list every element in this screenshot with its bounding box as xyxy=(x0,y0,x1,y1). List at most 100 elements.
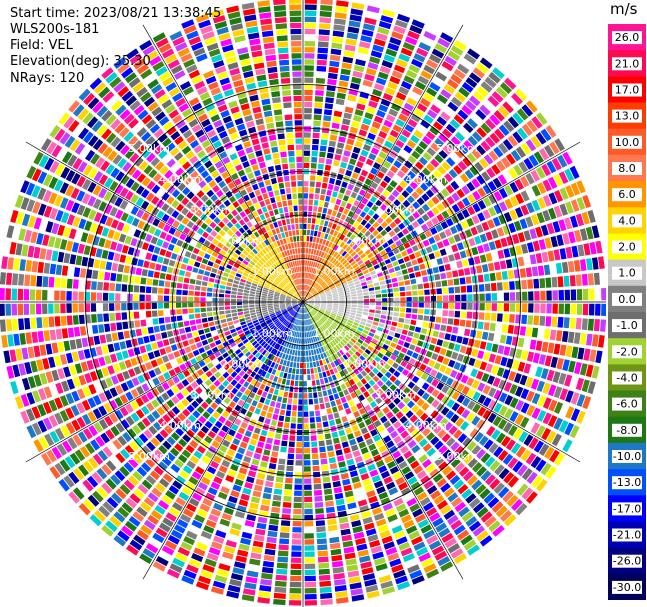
range-gate xyxy=(312,291,317,295)
range-gate xyxy=(164,316,171,323)
range-gate xyxy=(540,224,549,236)
range-gate xyxy=(198,347,205,354)
range-gate xyxy=(295,454,303,460)
range-gate xyxy=(192,247,200,255)
range-gate xyxy=(433,99,445,109)
range-gate xyxy=(343,150,351,157)
range-gate xyxy=(195,318,202,324)
range-gate xyxy=(282,508,291,514)
range-gate xyxy=(325,506,335,513)
range-gate xyxy=(252,413,259,421)
range-gate xyxy=(138,433,149,444)
range-gate xyxy=(39,344,47,356)
range-gate xyxy=(285,299,291,301)
range-gate xyxy=(292,296,298,300)
range-gate xyxy=(331,289,337,293)
range-gate xyxy=(176,309,182,315)
range-gate xyxy=(581,273,588,286)
range-gate xyxy=(158,550,172,561)
range-gate xyxy=(192,410,201,419)
range-gate xyxy=(411,259,418,266)
range-gate xyxy=(310,175,316,181)
range-gate xyxy=(200,440,210,449)
range-gate xyxy=(175,496,187,507)
range-gate xyxy=(243,381,250,388)
range-gate xyxy=(411,220,420,229)
range-gate xyxy=(251,283,258,287)
range-gate xyxy=(207,430,216,439)
range-gate xyxy=(260,363,267,370)
range-gate xyxy=(304,307,307,313)
range-gate xyxy=(489,114,501,126)
range-gate xyxy=(296,362,300,368)
range-gate xyxy=(398,53,411,63)
range-gate xyxy=(105,478,117,490)
range-gate xyxy=(166,452,176,462)
range-gate xyxy=(54,303,60,314)
range-gate xyxy=(438,149,448,159)
range-gate xyxy=(314,305,320,308)
range-gate xyxy=(245,283,251,288)
range-gate xyxy=(282,290,288,294)
range-gate xyxy=(372,221,380,229)
range-gate xyxy=(290,575,302,582)
range-gate xyxy=(439,177,449,187)
range-gate xyxy=(368,363,375,370)
range-gate xyxy=(320,232,325,239)
range-gate xyxy=(386,170,395,179)
range-gate xyxy=(517,464,528,477)
range-gate xyxy=(412,385,420,393)
range-gate xyxy=(282,502,292,508)
range-gate xyxy=(517,337,525,348)
range-gate xyxy=(373,176,382,185)
range-gate xyxy=(151,287,158,294)
range-gate xyxy=(294,306,299,310)
range-gate xyxy=(354,109,364,117)
range-gate xyxy=(462,437,472,448)
range-gate xyxy=(294,337,298,344)
range-gate xyxy=(521,487,534,500)
range-gate xyxy=(67,437,78,450)
range-gate xyxy=(25,332,33,344)
range-gate xyxy=(498,201,508,212)
range-gate xyxy=(369,127,379,135)
range-gate xyxy=(326,296,333,298)
range-gate xyxy=(422,152,432,161)
range-gate xyxy=(277,377,282,384)
range-gate xyxy=(409,503,421,513)
range-gate xyxy=(185,530,198,540)
range-gate xyxy=(321,273,326,279)
range-gate xyxy=(430,227,438,235)
range-gate xyxy=(280,294,286,298)
range-gate xyxy=(559,187,569,200)
range-gate xyxy=(499,260,507,270)
range-gate xyxy=(244,286,250,291)
range-gate xyxy=(295,374,299,381)
range-gate xyxy=(418,308,424,314)
range-gate xyxy=(355,208,362,215)
range-gate xyxy=(276,568,288,575)
range-gate xyxy=(388,297,394,302)
range-gate xyxy=(67,327,75,338)
range-gate xyxy=(290,355,295,362)
range-gate xyxy=(360,149,369,157)
range-gate xyxy=(304,34,316,41)
range-gate xyxy=(251,285,257,290)
range-gate xyxy=(48,276,55,288)
range-gate xyxy=(119,484,131,495)
range-gate xyxy=(324,276,330,282)
range-gate xyxy=(61,380,70,392)
range-gate xyxy=(149,470,161,481)
range-gate xyxy=(442,295,449,302)
range-gate xyxy=(101,345,109,355)
range-gate xyxy=(258,416,265,423)
range-gate xyxy=(525,452,537,465)
range-gate xyxy=(364,348,371,355)
range-gate xyxy=(319,292,325,296)
range-gate xyxy=(272,317,278,322)
range-gate xyxy=(515,146,527,158)
range-gate xyxy=(553,249,561,261)
range-gate xyxy=(358,421,366,429)
range-gate xyxy=(488,71,501,84)
range-gate xyxy=(330,274,336,279)
